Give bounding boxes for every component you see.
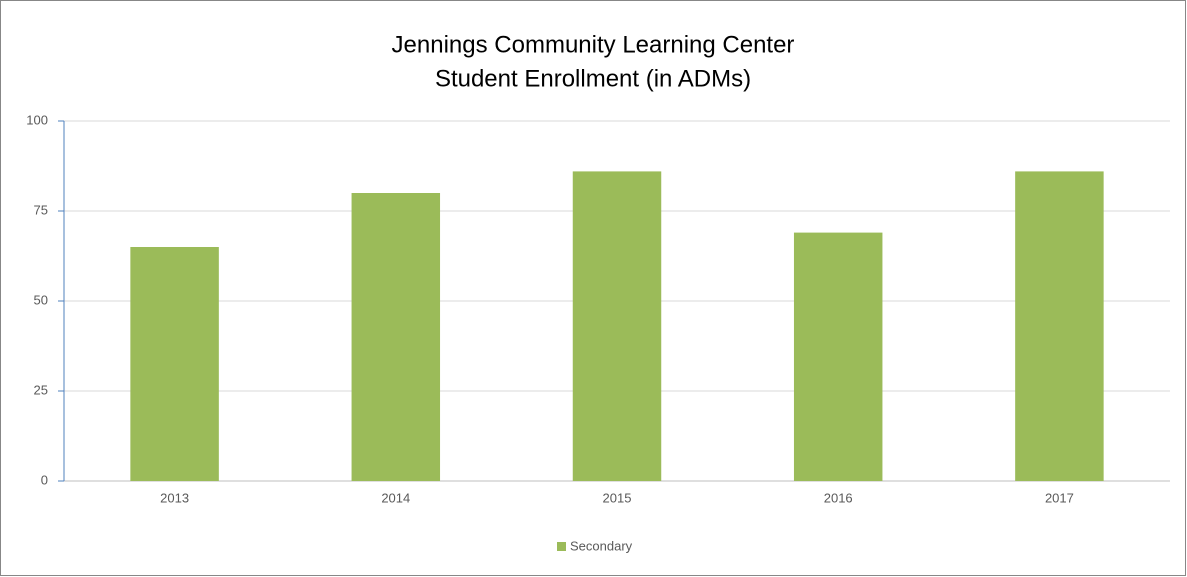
legend-swatch [557, 542, 566, 551]
bar [130, 247, 219, 481]
legend-label: Secondary [570, 538, 633, 553]
chart-title: Jennings Community Learning Center [392, 31, 795, 58]
y-tick-label: 50 [34, 292, 48, 307]
bar [1015, 171, 1104, 481]
bar [572, 171, 662, 481]
x-tick-label: 2015 [603, 490, 632, 505]
y-tick-label: 100 [26, 112, 48, 127]
x-tick-label: 2016 [824, 490, 853, 505]
x-tick-label: 2017 [1045, 490, 1074, 505]
bar [351, 193, 441, 481]
chart-subtitle: Student Enrollment (in ADMs) [435, 65, 751, 92]
x-tick-label: 2014 [381, 490, 410, 505]
bar [793, 232, 883, 481]
x-tick-label: 2013 [160, 490, 189, 505]
y-tick-label: 75 [34, 202, 48, 217]
y-tick-label: 0 [41, 472, 48, 487]
y-tick-label: 25 [34, 382, 48, 397]
